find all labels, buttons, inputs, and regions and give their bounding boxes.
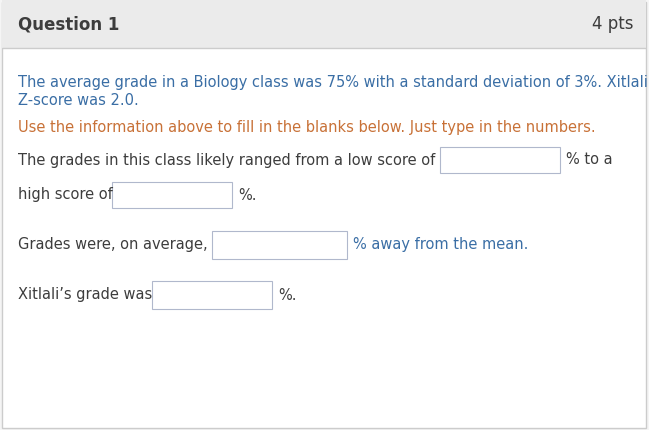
Text: The average grade in a Biology class was 75% with a standard deviation of 3%. Xi: The average grade in a Biology class was… <box>18 75 649 90</box>
Text: Z-score was 2.0.: Z-score was 2.0. <box>18 93 139 108</box>
FancyBboxPatch shape <box>440 147 560 173</box>
FancyBboxPatch shape <box>152 281 272 309</box>
Text: The grades in this class likely ranged from a low score of: The grades in this class likely ranged f… <box>18 153 435 168</box>
Text: % away from the mean.: % away from the mean. <box>353 237 528 252</box>
Text: %.: %. <box>238 187 256 203</box>
Text: high score of: high score of <box>18 187 113 203</box>
FancyBboxPatch shape <box>212 231 347 259</box>
Text: % to a: % to a <box>566 153 613 168</box>
FancyBboxPatch shape <box>2 0 646 48</box>
Text: Grades were, on average,: Grades were, on average, <box>18 237 208 252</box>
FancyBboxPatch shape <box>112 182 232 208</box>
Text: Xitlali’s grade was: Xitlali’s grade was <box>18 288 153 302</box>
Text: %.: %. <box>278 288 297 302</box>
Text: Use the information above to fill in the blanks below. Just type in the numbers.: Use the information above to fill in the… <box>18 120 596 135</box>
Text: 4 pts: 4 pts <box>593 15 634 33</box>
Text: Question 1: Question 1 <box>18 15 119 33</box>
